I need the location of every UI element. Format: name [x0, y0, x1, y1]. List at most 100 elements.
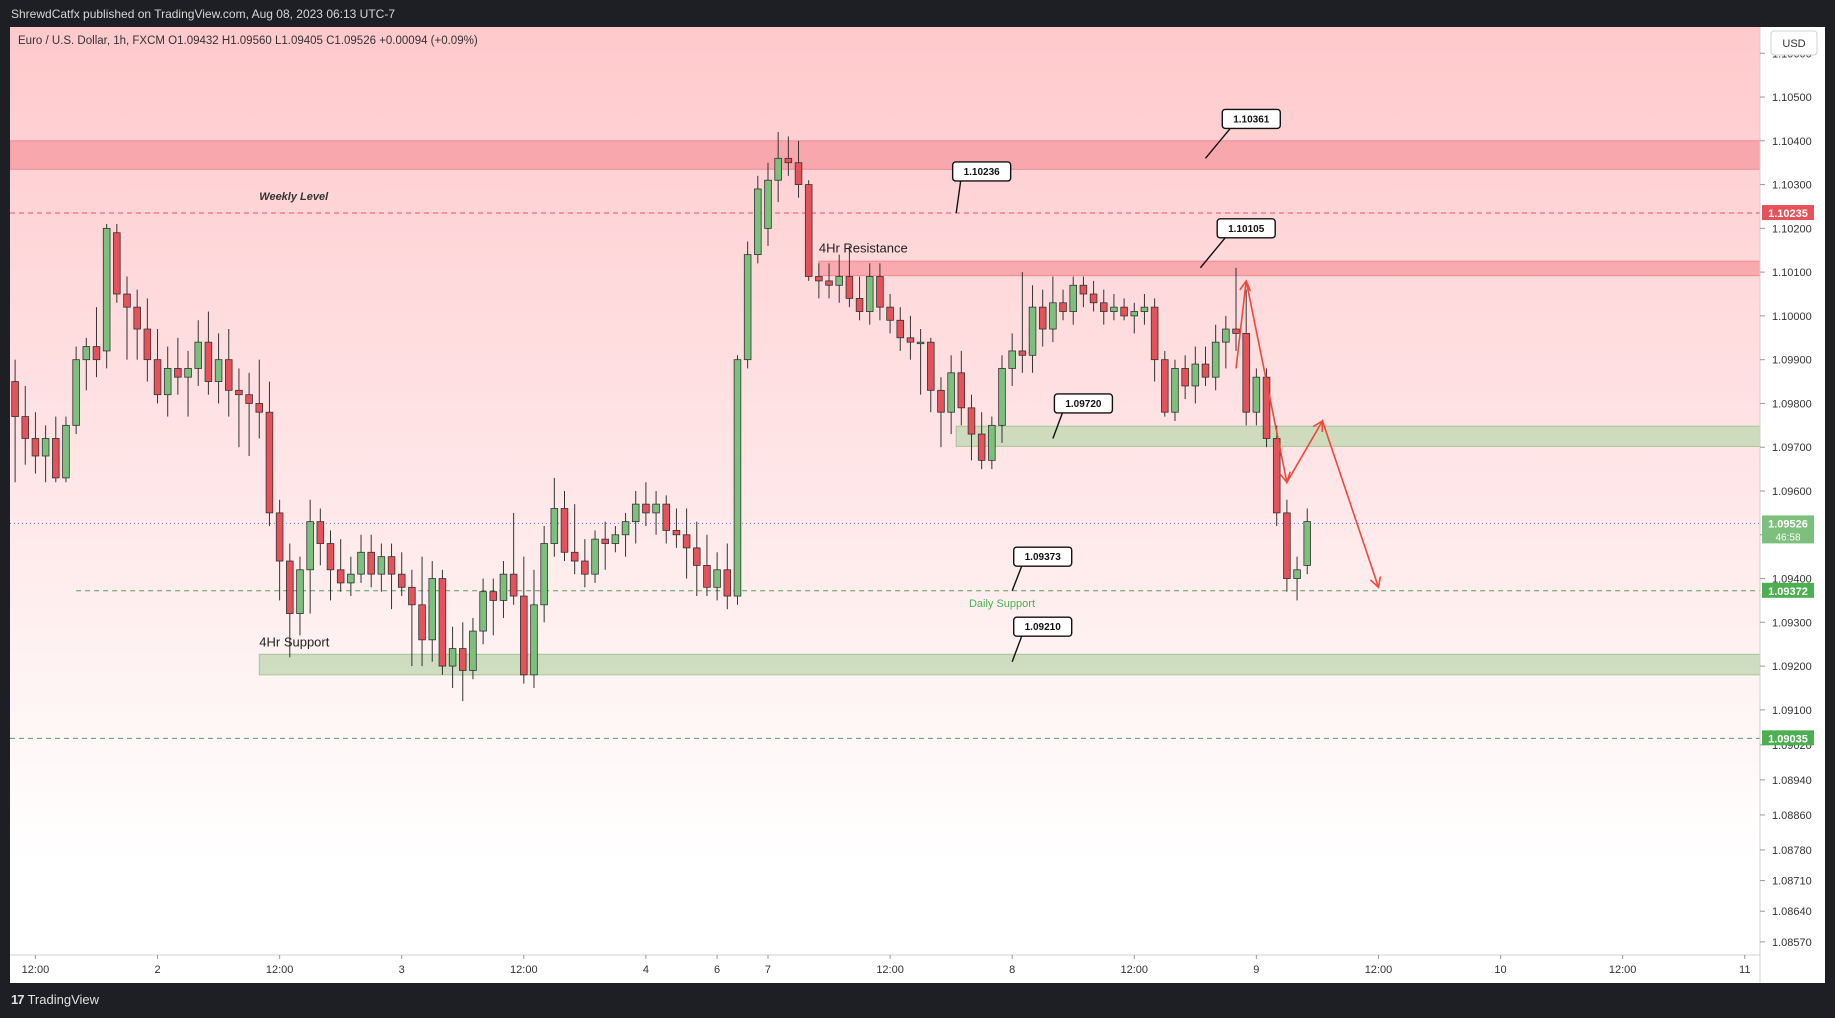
candle[interactable] — [357, 534, 365, 583]
candle[interactable] — [184, 350, 192, 417]
price-callout[interactable]: 1.10105 — [1199, 218, 1276, 269]
candle[interactable] — [72, 346, 80, 435]
candle[interactable] — [540, 526, 548, 623]
candle[interactable] — [845, 245, 854, 308]
candle[interactable] — [1161, 350, 1169, 417]
candle[interactable] — [1120, 298, 1128, 321]
candle[interactable] — [316, 508, 325, 566]
candle[interactable] — [754, 175, 762, 264]
candle[interactable] — [408, 569, 416, 667]
candle[interactable] — [703, 534, 711, 597]
price-callout[interactable]: 1.09720 — [1052, 393, 1114, 439]
candle[interactable] — [601, 521, 609, 570]
candle[interactable] — [367, 534, 375, 588]
candle[interactable] — [652, 491, 660, 535]
candle[interactable] — [1242, 289, 1250, 426]
candle[interactable] — [153, 329, 162, 404]
candle[interactable] — [1110, 294, 1118, 321]
candle[interactable] — [835, 254, 843, 303]
candle[interactable] — [235, 368, 243, 448]
candle[interactable] — [174, 337, 182, 395]
candle[interactable] — [1069, 276, 1077, 325]
candle[interactable] — [520, 556, 528, 684]
candle[interactable] — [1038, 289, 1047, 347]
candle[interactable] — [377, 543, 386, 592]
candle[interactable] — [825, 263, 833, 299]
candle[interactable] — [581, 539, 589, 588]
candle[interactable] — [224, 329, 233, 417]
candle[interactable] — [1272, 425, 1281, 527]
candle[interactable] — [570, 504, 579, 575]
candle[interactable] — [1028, 285, 1037, 373]
candle[interactable] — [163, 346, 172, 417]
candle[interactable] — [1232, 267, 1240, 351]
candle[interactable] — [550, 477, 559, 557]
candle[interactable] — [591, 530, 599, 583]
candle[interactable] — [21, 385, 30, 465]
candle[interactable] — [988, 416, 996, 470]
candle[interactable] — [1059, 289, 1067, 321]
candle[interactable] — [265, 381, 274, 527]
candle[interactable] — [286, 543, 294, 658]
candle[interactable] — [1130, 302, 1139, 334]
price-callout[interactable]: 1.10236 — [951, 161, 1012, 214]
candle[interactable] — [1181, 355, 1189, 400]
candle[interactable] — [1140, 294, 1149, 325]
candle[interactable] — [794, 140, 803, 198]
candle[interactable] — [102, 223, 111, 369]
candle[interactable] — [133, 289, 141, 360]
candle[interactable] — [947, 355, 955, 435]
candle[interactable] — [672, 508, 681, 548]
candle[interactable] — [1008, 333, 1016, 386]
candle[interactable] — [560, 491, 569, 562]
candle[interactable] — [784, 136, 793, 176]
candle[interactable] — [52, 416, 60, 483]
candle[interactable] — [998, 355, 1006, 443]
candle[interactable] — [937, 377, 945, 448]
candle[interactable] — [733, 355, 742, 605]
candle[interactable] — [530, 569, 538, 688]
candle[interactable] — [418, 556, 426, 667]
candle[interactable] — [967, 394, 976, 461]
candle[interactable] — [123, 276, 131, 360]
candle[interactable] — [957, 350, 966, 426]
candle[interactable] — [82, 337, 91, 391]
candle[interactable] — [255, 359, 264, 439]
candle[interactable] — [713, 552, 721, 601]
candle[interactable] — [886, 294, 894, 334]
chart-frame[interactable]: Weekly Level 4Hr Resistance 4Hr Support Dai… — [10, 27, 1825, 983]
candle[interactable] — [723, 543, 732, 610]
candle[interactable] — [662, 495, 671, 544]
candle[interactable] — [743, 241, 752, 369]
candle[interactable] — [509, 512, 518, 605]
candle[interactable] — [876, 263, 884, 321]
currency-button[interactable]: USD — [1770, 30, 1818, 56]
candle[interactable] — [1018, 272, 1027, 373]
candle[interactable] — [815, 263, 823, 299]
candle[interactable] — [682, 508, 691, 579]
candle[interactable] — [1079, 276, 1088, 308]
candle[interactable] — [428, 561, 436, 662]
candle[interactable] — [459, 622, 467, 702]
candle[interactable] — [1252, 368, 1261, 426]
candle[interactable] — [62, 416, 70, 483]
candle[interactable] — [387, 543, 396, 610]
candle[interactable] — [143, 298, 152, 382]
candle[interactable] — [1211, 324, 1220, 391]
candle[interactable] — [693, 521, 701, 597]
candle[interactable] — [275, 499, 284, 601]
candle[interactable] — [774, 132, 782, 203]
candle[interactable] — [906, 315, 915, 360]
candle[interactable] — [631, 491, 640, 544]
candle[interactable] — [642, 482, 650, 527]
candle[interactable] — [855, 276, 864, 321]
candle[interactable] — [1191, 346, 1200, 404]
tradingview-logo[interactable]: 17 TradingView — [11, 992, 99, 1007]
candle[interactable] — [916, 329, 925, 395]
candle[interactable] — [977, 412, 986, 470]
candle[interactable] — [326, 530, 335, 601]
candle[interactable] — [204, 311, 213, 395]
candle[interactable] — [1089, 280, 1098, 312]
candle[interactable] — [1049, 276, 1057, 343]
price-callout[interactable]: 1.10361 — [1204, 108, 1281, 159]
